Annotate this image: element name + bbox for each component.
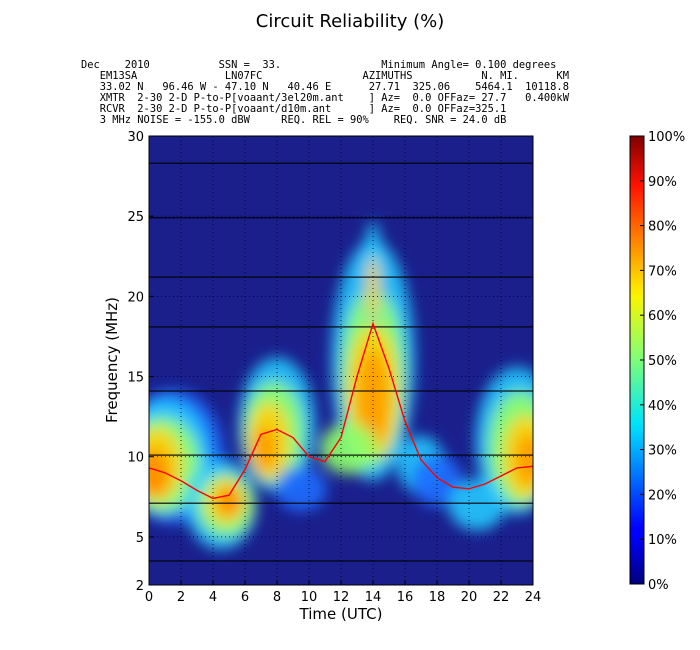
heat-blob bbox=[216, 487, 242, 517]
colorbar-ticks: 0% 10% 20% 30% 40% 50% 60% 70% 80% 90% 100% bbox=[640, 130, 685, 593]
y-tick-label: 15 bbox=[127, 371, 144, 386]
heat-blob bbox=[448, 479, 506, 531]
x-tick-label: 4 bbox=[209, 590, 217, 605]
x-tick-label: 6 bbox=[241, 590, 249, 605]
x-tick-label: 24 bbox=[525, 590, 542, 605]
y-tick-label: 30 bbox=[127, 130, 144, 145]
header-block: Dec 2010 SSN = 33. Minimum Angle= 0.100 … bbox=[81, 59, 570, 126]
colorbar-tick-label: 60% bbox=[648, 309, 677, 324]
x-tick-label: 16 bbox=[397, 590, 414, 605]
heat-blob bbox=[320, 423, 378, 475]
header-line: Dec 2010 SSN = 33. Minimum Angle= 0.100 … bbox=[81, 59, 556, 71]
colorbar-tick-label: 90% bbox=[648, 175, 677, 190]
colorbar-tick-label: 50% bbox=[648, 354, 677, 369]
mufday-curve bbox=[149, 321, 533, 500]
heat-blob bbox=[149, 448, 170, 497]
colorbar-tick-label: 100% bbox=[648, 130, 685, 145]
y-axis-label: Frequency (MHz) bbox=[103, 297, 121, 423]
x-tick-label: 18 bbox=[429, 590, 446, 605]
colorbar-tick-label: 70% bbox=[648, 264, 677, 279]
header-line: XMTR 2-30 2-D P-to-P[voaant/3el20m.ant ]… bbox=[81, 92, 570, 104]
header-line: 33.02 N 96.46 W - 47.10 N 40.46 E 27.71 … bbox=[81, 81, 569, 93]
colorbar-tick-label: 10% bbox=[648, 533, 677, 548]
colorbar-tick-label: 80% bbox=[648, 220, 677, 235]
x-tick-label: 2 bbox=[177, 590, 185, 605]
x-tick-label: 14 bbox=[365, 590, 382, 605]
y-tick-label: 2 bbox=[136, 579, 144, 594]
colorbar-tick-label: 30% bbox=[648, 444, 677, 459]
colorbar-tick-label: 40% bbox=[648, 399, 677, 414]
x-tick-label: 8 bbox=[273, 590, 281, 605]
heat-blob bbox=[515, 434, 533, 486]
header-line: EM13SA LN07FC AZIMUTHS N. MI. KM bbox=[81, 70, 569, 82]
chart-title: Circuit Reliability (%) bbox=[256, 11, 444, 32]
x-tick-label: 12 bbox=[333, 590, 350, 605]
x-tick-label: 0 bbox=[145, 590, 153, 605]
y-tick-label: 25 bbox=[127, 210, 144, 225]
header-line: RCVR 2-30 2-D P-to-P[voaant/d10m.ant ] A… bbox=[81, 103, 506, 115]
colorbar-tick-label: 20% bbox=[648, 488, 677, 503]
y-tick-label: 20 bbox=[127, 290, 144, 305]
x-tick-label: 20 bbox=[461, 590, 478, 605]
colorbar-tick-label: 0% bbox=[648, 578, 669, 593]
y-tick-label: 5 bbox=[136, 531, 144, 546]
mufday-curve-group bbox=[149, 321, 533, 500]
x-tick-label: 22 bbox=[493, 590, 510, 605]
heat-blob bbox=[251, 426, 277, 472]
x-axis-ticks: 0 2 4 6 8 10 12 14 16 18 20 22 24 bbox=[145, 580, 541, 605]
y-tick-label: 10 bbox=[127, 451, 144, 466]
heat-blob bbox=[275, 466, 327, 512]
x-axis-label: Time (UTC) bbox=[299, 605, 383, 623]
header-line: 3 MHz NOISE = -155.0 dBW REQ. REL = 90% … bbox=[81, 114, 506, 126]
x-tick-label: 10 bbox=[301, 590, 318, 605]
grid bbox=[149, 136, 533, 585]
